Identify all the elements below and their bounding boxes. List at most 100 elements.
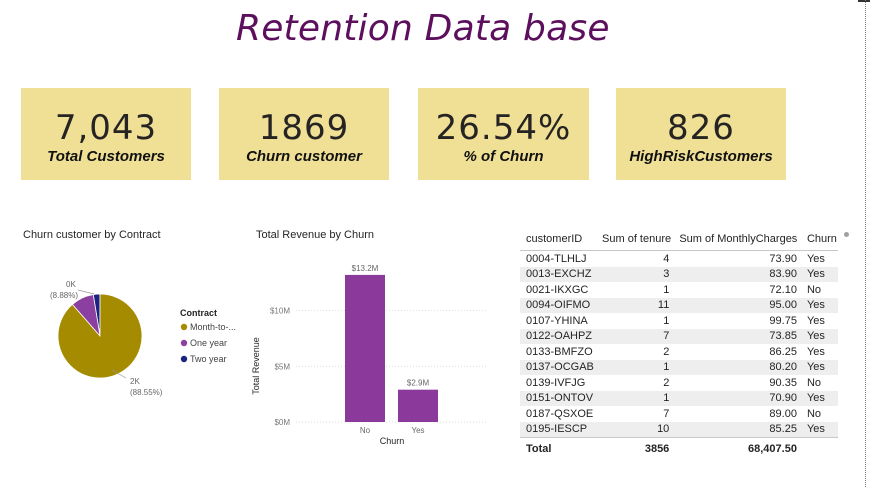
bar-no[interactable] bbox=[345, 274, 385, 422]
table-cell: 73.85 bbox=[769, 330, 797, 343]
kpi-card-high-risk[interactable]: 826 HighRiskCustomers bbox=[616, 88, 786, 180]
table-cell: 0133-BMFZO bbox=[526, 345, 593, 358]
bar-chart[interactable]: $0M $5M $10M $13.2M No $2.9M Yes Total Revenu… bbox=[252, 248, 492, 448]
table-row[interactable]: 0021-IKXGC 1 72.10 No bbox=[520, 282, 838, 298]
table-cell: 10 bbox=[657, 423, 670, 436]
table-scroll-indicator[interactable] bbox=[844, 232, 849, 237]
kpi-label: Churn customer bbox=[246, 148, 362, 165]
kpi-label: HighRiskCustomers bbox=[629, 148, 773, 165]
bar-chart-title: Total Revenue by Churn bbox=[256, 229, 375, 241]
column-header[interactable]: Churn bbox=[806, 233, 837, 245]
table-cell: 0139-IVFJG bbox=[526, 376, 586, 389]
table-cell bbox=[800, 437, 838, 460]
table-row[interactable]: 0187-QSXOE 7 89.00 No bbox=[520, 406, 838, 422]
table-cell: Yes bbox=[806, 268, 825, 281]
table-cell: 0013-EXCHZ bbox=[526, 268, 592, 281]
y-tick-label: $0M bbox=[274, 418, 290, 427]
legend-item-label[interactable]: One year bbox=[190, 338, 227, 348]
canvas-corner-mark bbox=[858, 0, 870, 8]
table-cell: Yes bbox=[806, 423, 825, 436]
pie-label-large-pct: (88.55%) bbox=[130, 388, 163, 397]
table-cell: 0094-OIFMO bbox=[526, 299, 591, 312]
table-cell: 72.10 bbox=[769, 283, 797, 296]
kpi-card-churn-customer[interactable]: 1869 Churn customer bbox=[219, 88, 389, 180]
table-cell: No bbox=[806, 407, 821, 420]
table-row[interactable]: 0094-OIFMO 11 95.00 Yes bbox=[520, 297, 838, 313]
table-cell: 0122-OAHPZ bbox=[526, 330, 593, 343]
table-cell: 1 bbox=[663, 283, 670, 296]
table-row[interactable]: 0107-YHINA 1 99.75 Yes bbox=[520, 313, 838, 329]
table-row[interactable]: 0013-EXCHZ 3 83.90 Yes bbox=[520, 266, 838, 282]
pie-chart-title: Churn customer by Contract bbox=[23, 229, 161, 241]
table-cell: 1 bbox=[663, 361, 670, 374]
table-row[interactable]: 0195-IESCP 10 85.25 Yes bbox=[520, 421, 838, 438]
table-row[interactable]: 0151-ONTOV 1 70.90 Yes bbox=[520, 390, 838, 406]
pie-label-small-pct: (8.88%) bbox=[50, 291, 78, 300]
kpi-value: 26.54% bbox=[435, 108, 572, 148]
legend-item-label[interactable]: Two year bbox=[190, 354, 227, 364]
table-cell: 3856 bbox=[596, 437, 674, 460]
x-tick-label: No bbox=[360, 426, 371, 435]
legend-item-label[interactable]: Month-to-... bbox=[190, 322, 236, 332]
bar-y-axis-title: Total Revenue bbox=[252, 337, 261, 395]
pie-label-large-value: 2K bbox=[130, 377, 140, 386]
table-cell: 1 bbox=[663, 314, 670, 327]
table-row[interactable]: 0004-TLHLJ 4 73.90 Yes bbox=[520, 251, 838, 267]
table-cell: 90.35 bbox=[769, 376, 797, 389]
legend-marker bbox=[180, 323, 188, 331]
kpi-label: Total Customers bbox=[47, 148, 165, 165]
table-cell: 7 bbox=[663, 330, 670, 343]
table-row[interactable]: 0133-BMFZO 2 86.25 Yes bbox=[520, 344, 838, 360]
table-cell: 0137-OCGAB bbox=[526, 361, 594, 374]
table-cell: Yes bbox=[806, 345, 825, 358]
table-cell: Yes bbox=[806, 392, 825, 405]
legend-marker bbox=[180, 339, 188, 347]
table-row[interactable]: 0122-OAHPZ 7 73.85 Yes bbox=[520, 328, 838, 344]
y-tick-label: $5M bbox=[274, 362, 290, 371]
table-cell: Yes bbox=[806, 314, 825, 327]
kpi-card-total-customers[interactable]: 7,043 Total Customers bbox=[21, 88, 191, 180]
table-cell: 83.90 bbox=[769, 268, 797, 281]
kpi-label: % of Churn bbox=[463, 148, 544, 165]
column-header[interactable]: Sum of MonthlyCharges bbox=[679, 233, 798, 245]
table-cell: 1 bbox=[663, 392, 670, 405]
table-cell: 0195-IESCP bbox=[526, 423, 588, 436]
table-cell: No bbox=[806, 283, 821, 296]
legend-marker bbox=[180, 355, 188, 363]
table-cell: 2 bbox=[663, 376, 670, 389]
table-cell: 0021-IKXGC bbox=[526, 283, 589, 296]
table-cell: 89.00 bbox=[769, 407, 797, 420]
pie-slice-month-to[interactable] bbox=[57, 293, 143, 379]
table-cell: 0107-YHINA bbox=[526, 314, 588, 327]
table-cell: 70.90 bbox=[769, 392, 797, 405]
table-cell: 11 bbox=[657, 299, 670, 312]
table-cell: Total bbox=[520, 437, 597, 460]
table-cell: 0004-TLHLJ bbox=[526, 252, 587, 265]
pie-legend-title: Contract bbox=[180, 308, 217, 318]
column-header[interactable]: Sum of tenure bbox=[602, 233, 672, 245]
table-cell: 2 bbox=[663, 345, 670, 358]
canvas-edge bbox=[865, 0, 866, 487]
bar-yes[interactable] bbox=[398, 389, 438, 422]
column-header[interactable]: customerID bbox=[526, 233, 583, 245]
table-cell: 4 bbox=[663, 252, 670, 265]
customer-table: customerID Sum of tenure Sum of MonthlyC… bbox=[520, 228, 838, 460]
table-cell: No bbox=[806, 376, 821, 389]
table-cell: 95.00 bbox=[769, 299, 797, 312]
table-row[interactable]: 0137-OCGAB 1 80.20 Yes bbox=[520, 359, 838, 375]
x-tick-label: Yes bbox=[411, 426, 424, 435]
pie-label-small-value: 0K bbox=[66, 280, 76, 289]
table-cell: 3 bbox=[663, 268, 670, 281]
table-cell: 0151-ONTOV bbox=[526, 392, 594, 405]
table-cell: 80.20 bbox=[769, 361, 797, 374]
table-cell: Yes bbox=[806, 330, 825, 343]
y-tick-label: $10M bbox=[270, 307, 290, 316]
pie-chart[interactable]: 0K (8.88%) 2K (88.55%) Contract Month-to… bbox=[20, 270, 250, 410]
table-cell: Yes bbox=[806, 252, 825, 265]
table-cell: 73.90 bbox=[769, 252, 797, 265]
table-row[interactable]: 0139-IVFJG 2 90.35 No bbox=[520, 375, 838, 391]
report-title: Retention Data base bbox=[236, 8, 610, 49]
kpi-card-churn-percent[interactable]: 26.54% % of Churn bbox=[418, 88, 589, 180]
kpi-value: 1869 bbox=[258, 108, 350, 148]
table-cell: 99.75 bbox=[769, 314, 797, 327]
